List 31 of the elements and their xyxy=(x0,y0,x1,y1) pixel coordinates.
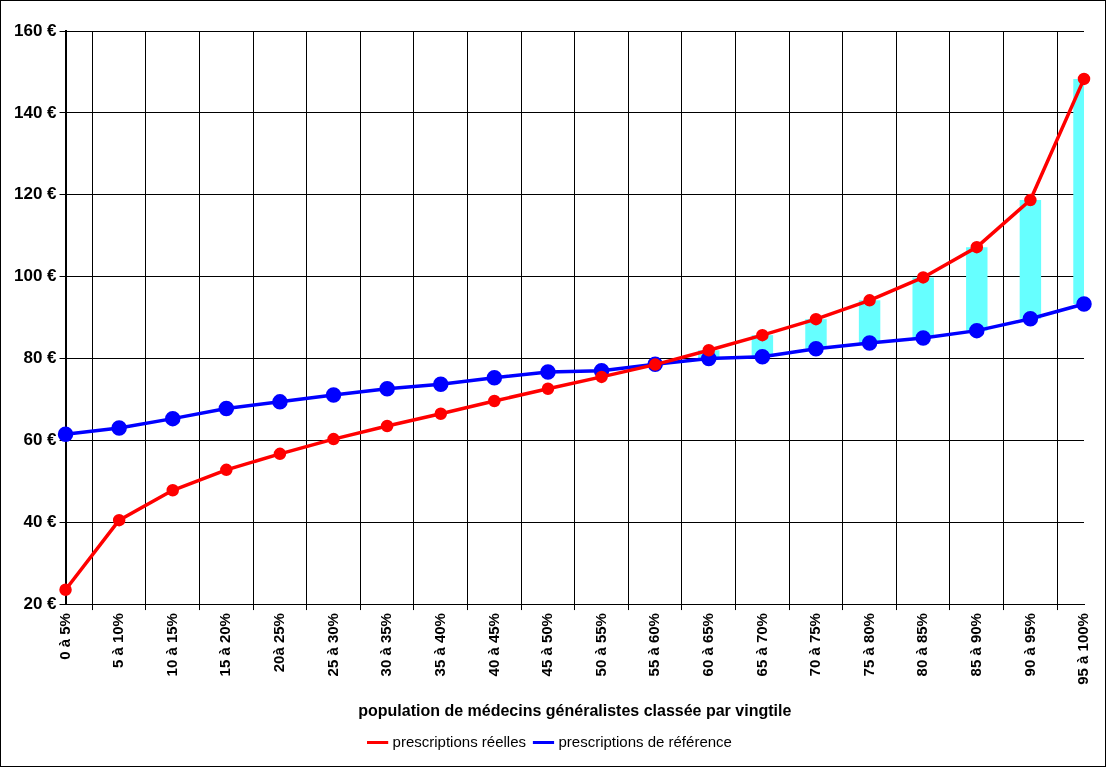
x-tick-label: 10 à 15% xyxy=(162,613,180,677)
x-tick-label: 65 à 70% xyxy=(752,613,770,677)
x-tick-label: 40 à 45% xyxy=(484,613,502,677)
y-tick-label: 80 € xyxy=(23,348,58,368)
x-tick-label: 30 à 35% xyxy=(377,613,395,677)
x-tick-label: 0 à 5% xyxy=(55,613,73,660)
legend-label: prescriptions réelles xyxy=(392,732,526,750)
y-tick-label: 20 € xyxy=(23,593,58,613)
x-tick-label: 35 à 40% xyxy=(430,613,448,677)
x-tick-label: 70 à 75% xyxy=(806,613,824,677)
x-tick-label: 55 à 60% xyxy=(645,613,663,677)
x-tick-label: 75 à 80% xyxy=(859,613,877,677)
y-tick-label: 40 € xyxy=(23,511,58,531)
x-tick-label: 60 à 65% xyxy=(698,613,716,677)
y-tick-label: 60 € xyxy=(23,430,58,450)
x-axis-title: population de médecins généralistes classée par vingtile xyxy=(358,701,792,719)
x-tick-label: 50 à 55% xyxy=(591,613,609,677)
x-tick-label: 20à 25% xyxy=(270,613,288,673)
x-tick-label: 15 à 20% xyxy=(216,613,234,677)
x-tick-label: 80 à 85% xyxy=(913,613,931,677)
y-tick-label: 140 € xyxy=(13,102,58,122)
x-tick-label: 95 à 100% xyxy=(1074,613,1092,685)
x-tick-label: 85 à 90% xyxy=(966,613,984,677)
legend-label: prescriptions de référence xyxy=(558,732,732,750)
y-tick-label: 100 € xyxy=(13,266,58,286)
x-tick-label: 5 à 10% xyxy=(109,613,127,669)
x-tick-label: 45 à 50% xyxy=(538,613,556,677)
x-tick-label: 90 à 95% xyxy=(1020,613,1038,677)
y-tick-label: 160 € xyxy=(13,20,58,40)
y-tick-label: 120 € xyxy=(13,184,58,204)
x-tick-label: 25 à 30% xyxy=(323,613,341,677)
